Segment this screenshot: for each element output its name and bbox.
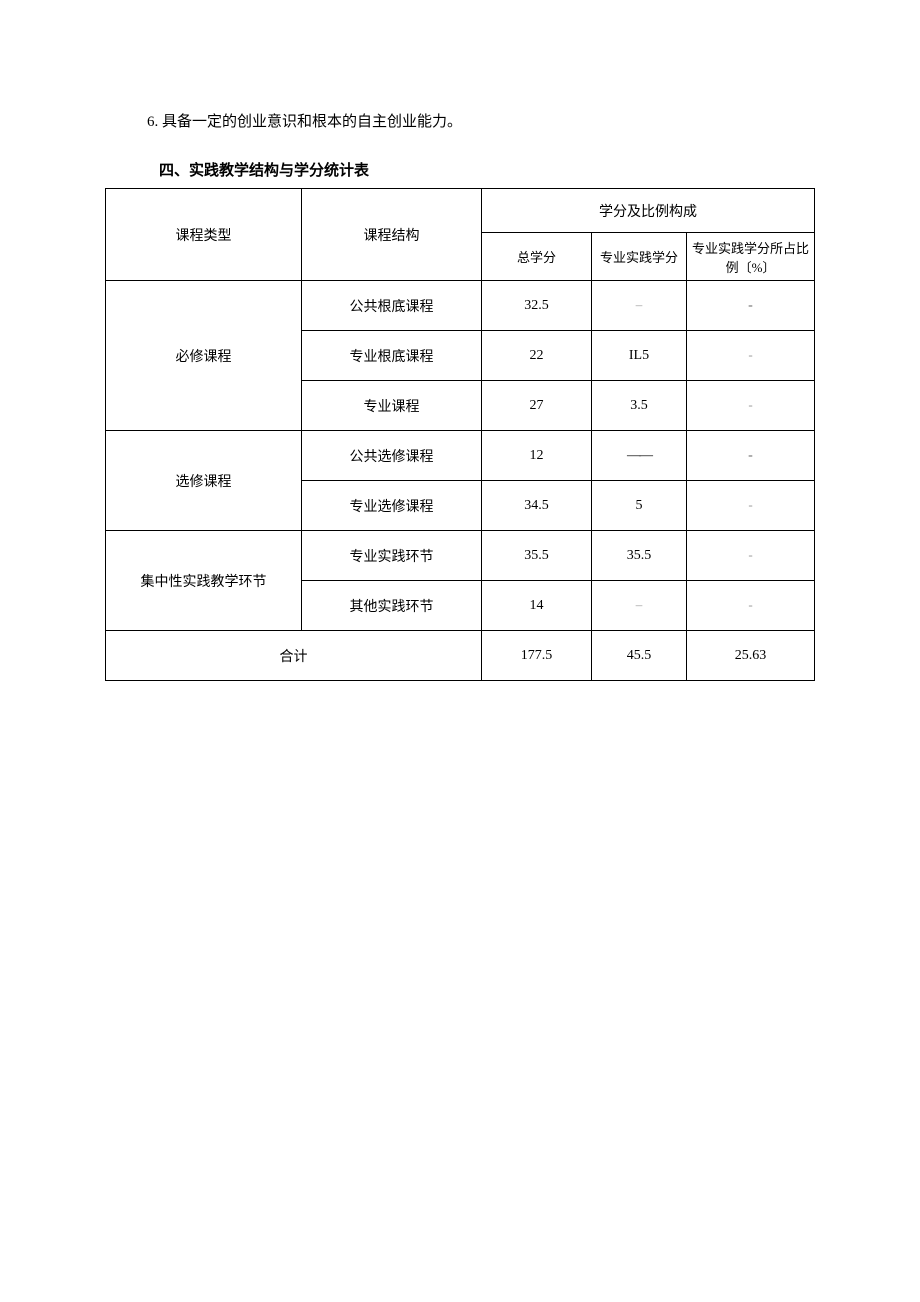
cell-ratio: - bbox=[687, 481, 815, 531]
cell-sum-label: 合计 bbox=[106, 631, 482, 681]
cell-practice: 35.5 bbox=[592, 531, 687, 581]
cell-ratio: - bbox=[687, 281, 815, 331]
header-practice-ratio: 专业实践学分所占比例〔%〕 bbox=[687, 233, 815, 281]
cell-ratio: - bbox=[687, 381, 815, 431]
cell-practice: 5 bbox=[592, 481, 687, 531]
header-course-type: 课程类型 bbox=[106, 189, 302, 281]
cell-structure: 专业课程 bbox=[302, 381, 482, 431]
table-row: 选修课程 公共选修课程 12 —— - bbox=[106, 431, 815, 481]
cell-total: 34.5 bbox=[482, 481, 592, 531]
cell-practice: —— bbox=[592, 431, 687, 481]
cell-structure: 专业选修课程 bbox=[302, 481, 482, 531]
cell-structure: 公共选修课程 bbox=[302, 431, 482, 481]
table-sum-row: 合计 177.5 45.5 25.63 bbox=[106, 631, 815, 681]
cell-sum-ratio: 25.63 bbox=[687, 631, 815, 681]
header-total-credits: 总学分 bbox=[482, 233, 592, 281]
cell-category: 选修课程 bbox=[106, 431, 302, 531]
cell-total: 32.5 bbox=[482, 281, 592, 331]
table-header: 课程类型 课程结构 学分及比例构成 总学分 专业实践学分 专业实践学分所占比例〔… bbox=[106, 189, 815, 281]
cell-ratio: - bbox=[687, 581, 815, 631]
cell-structure: 其他实践环节 bbox=[302, 581, 482, 631]
cell-ratio: - bbox=[687, 431, 815, 481]
cell-total: 27 bbox=[482, 381, 592, 431]
cell-ratio: - bbox=[687, 531, 815, 581]
cell-sum-practice: 45.5 bbox=[592, 631, 687, 681]
table-row: 必修课程 公共根底课程 32.5 – - bbox=[106, 281, 815, 331]
cell-total: 22 bbox=[482, 331, 592, 381]
cell-practice: 3.5 bbox=[592, 381, 687, 431]
table-row: 集中性实践教学环节 专业实践环节 35.5 35.5 - bbox=[106, 531, 815, 581]
header-practice-credits: 专业实践学分 bbox=[592, 233, 687, 281]
cell-structure: 公共根底课程 bbox=[302, 281, 482, 331]
cell-practice: IL5 bbox=[592, 331, 687, 381]
cell-sum-total: 177.5 bbox=[482, 631, 592, 681]
cell-total: 14 bbox=[482, 581, 592, 631]
section-heading: 四、实践教学结构与学分统计表 bbox=[159, 159, 815, 180]
body-paragraph: 6. 具备一定的创业意识和根本的自主创业能力。 bbox=[147, 110, 815, 134]
cell-total: 12 bbox=[482, 431, 592, 481]
cell-ratio: - bbox=[687, 331, 815, 381]
cell-practice: – bbox=[592, 281, 687, 331]
cell-practice: – bbox=[592, 581, 687, 631]
cell-structure: 专业根底课程 bbox=[302, 331, 482, 381]
cell-total: 35.5 bbox=[482, 531, 592, 581]
document-content: 6. 具备一定的创业意识和根本的自主创业能力。 四、实践教学结构与学分统计表 课… bbox=[0, 110, 920, 681]
header-credit-composition: 学分及比例构成 bbox=[482, 189, 815, 233]
header-course-structure: 课程结构 bbox=[302, 189, 482, 281]
cell-category: 集中性实践教学环节 bbox=[106, 531, 302, 631]
cell-category: 必修课程 bbox=[106, 281, 302, 431]
cell-structure: 专业实践环节 bbox=[302, 531, 482, 581]
table-body: 必修课程 公共根底课程 32.5 – - 专业根底课程 22 IL5 - 专业课… bbox=[106, 281, 815, 681]
credits-table: 课程类型 课程结构 学分及比例构成 总学分 专业实践学分 专业实践学分所占比例〔… bbox=[105, 188, 815, 681]
